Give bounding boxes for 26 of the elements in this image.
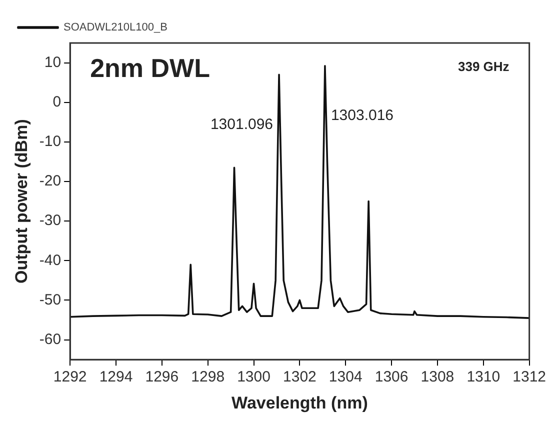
x-tick-label: 1302 bbox=[283, 368, 316, 386]
y-tick-label: 0 bbox=[52, 94, 62, 111]
x-tick-label: 1306 bbox=[374, 368, 408, 386]
y-tick-label: -10 bbox=[39, 133, 62, 150]
x-tick-label: 1300 bbox=[237, 368, 270, 386]
x-tick-label: 1298 bbox=[191, 368, 225, 386]
y-tick-label: -20 bbox=[39, 172, 62, 190]
x-tick-label: 1310 bbox=[466, 368, 500, 386]
y-axis-title: Output power (dBm) bbox=[12, 119, 31, 284]
x-axis-title: Wavelength (nm) bbox=[232, 393, 368, 412]
annotation: 339 GHz bbox=[458, 59, 510, 74]
x-tick-label: 1312 bbox=[512, 368, 546, 386]
y-tick-label: -40 bbox=[39, 252, 62, 269]
y-tick-label: -30 bbox=[39, 212, 62, 230]
annotation: 2nm DWL bbox=[90, 53, 210, 84]
y-tick-label: -50 bbox=[39, 291, 62, 308]
annotation: 1301.096 bbox=[210, 116, 274, 133]
legend-label: SOADWL210L100_B bbox=[64, 22, 168, 34]
x-tick-label: 1294 bbox=[99, 368, 133, 386]
x-tick-label: 1308 bbox=[420, 368, 454, 386]
x-tick-label: 1304 bbox=[328, 368, 362, 386]
x-tick-label: 1296 bbox=[145, 368, 179, 386]
y-tick-label: -60 bbox=[39, 330, 62, 348]
x-tick-label: 1292 bbox=[53, 368, 87, 386]
y-tick-label: 10 bbox=[44, 54, 62, 71]
annotation: 1303.016 bbox=[330, 107, 394, 124]
